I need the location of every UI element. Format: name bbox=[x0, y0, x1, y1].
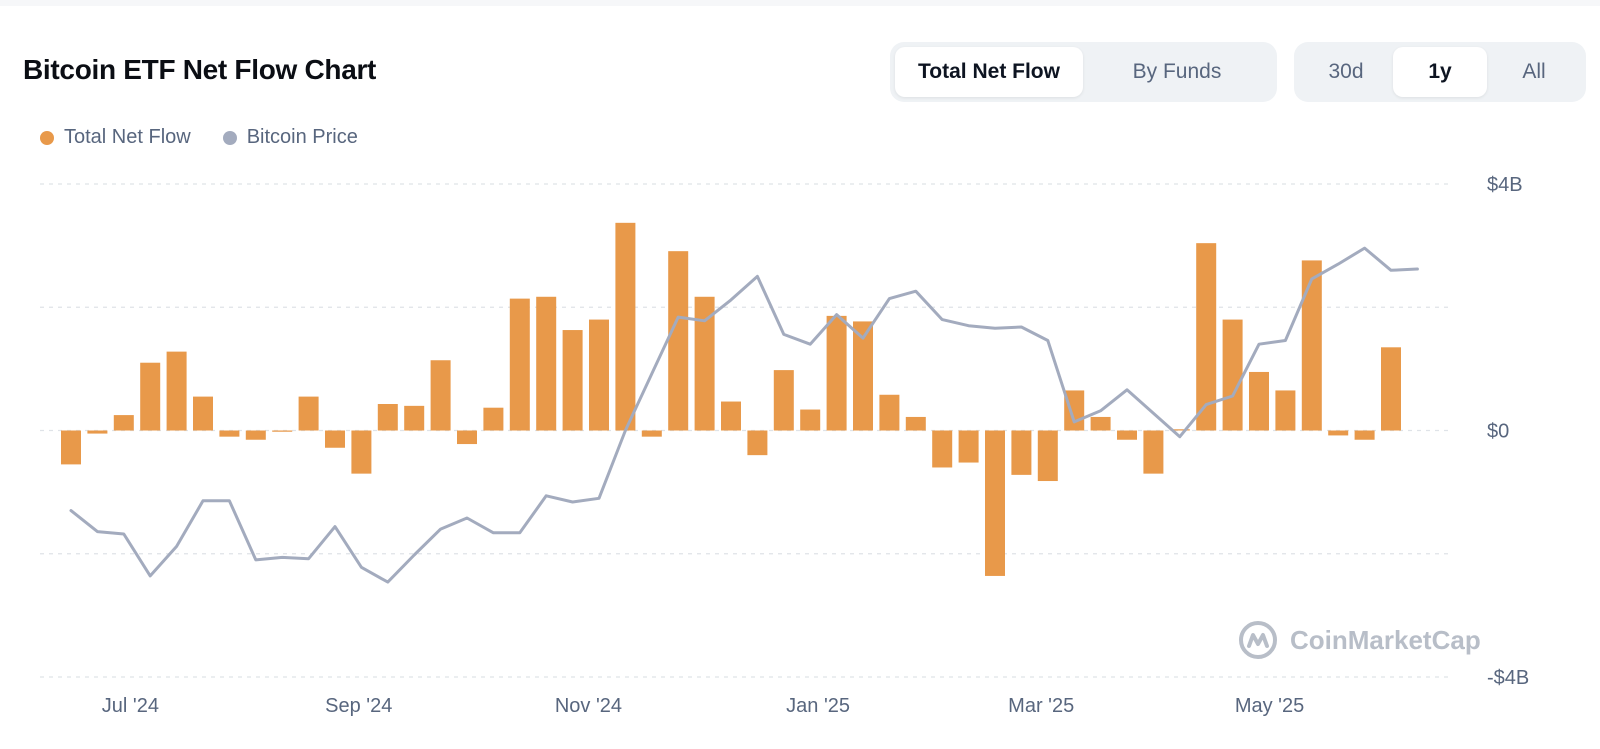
net-flow-bar bbox=[1011, 430, 1032, 475]
net-flow-bar bbox=[800, 409, 821, 431]
net-flow-bar bbox=[589, 319, 609, 431]
x-tick-label: Mar '25 bbox=[1008, 695, 1074, 717]
net-flow-bar bbox=[219, 430, 240, 437]
net-flow-bar bbox=[1354, 430, 1375, 440]
net-flow-bar bbox=[1222, 319, 1243, 431]
net-flow-bar bbox=[245, 430, 266, 440]
net-flow-bar bbox=[773, 370, 794, 431]
net-flow-bar bbox=[1143, 430, 1164, 474]
net-flow-bar bbox=[457, 430, 477, 445]
bitcoin-price-line bbox=[69, 246, 1419, 584]
coinmarketcap-logo-icon bbox=[1239, 621, 1277, 659]
x-axis-ticks: Jul '24 Sep '24 Nov '24 Jan '25 Mar '25 May '… bbox=[102, 695, 1304, 717]
net-flow-bar bbox=[298, 396, 319, 431]
y-tick-label: $0 bbox=[1487, 421, 1509, 443]
net-flow-bar bbox=[1275, 390, 1296, 431]
net-flow-bar bbox=[351, 430, 372, 474]
net-flow-bar bbox=[879, 394, 900, 431]
net-flow-bar bbox=[325, 430, 345, 448]
legend-label-net-flow: Total Net Flow bbox=[64, 126, 191, 148]
net-flow-bar bbox=[694, 296, 715, 431]
legend-label-price: Bitcoin Price bbox=[246, 126, 358, 148]
net-flow-bar bbox=[853, 321, 873, 431]
net-flow-bar bbox=[272, 430, 293, 432]
legend-item-total-net-flow[interactable]: Total Net Flow bbox=[40, 126, 191, 149]
net-flow-bar bbox=[166, 351, 187, 431]
x-tick-label: May '25 bbox=[1235, 695, 1304, 717]
net-flow-bar bbox=[1117, 430, 1137, 440]
net-flow-bar bbox=[747, 430, 768, 456]
net-flow-bar bbox=[87, 430, 108, 434]
net-flow-bar bbox=[1169, 429, 1190, 431]
range-toggle: 30d 1y All bbox=[1294, 42, 1586, 102]
net-flow-bar bbox=[721, 401, 741, 431]
x-tick-label: Jul '24 bbox=[102, 695, 159, 717]
net-flow-bar bbox=[536, 296, 557, 431]
net-flow-bar bbox=[193, 396, 213, 431]
net-flow-bar bbox=[641, 430, 662, 437]
net-flow-bar bbox=[1037, 430, 1058, 482]
net-flow-bar bbox=[509, 298, 530, 431]
net-flow-bar bbox=[404, 405, 425, 431]
chart-title: Bitcoin ETF Net Flow Chart bbox=[23, 54, 377, 85]
net-flow-bar bbox=[958, 430, 979, 463]
range-1y-button[interactable]: 1y bbox=[1393, 47, 1487, 97]
net-flow-bar bbox=[483, 407, 504, 431]
net-flow-bar bbox=[377, 404, 398, 431]
watermark: CoinMarketCap bbox=[1238, 620, 1481, 660]
range-all-button[interactable]: All bbox=[1522, 60, 1546, 83]
range-30d-button[interactable]: 30d bbox=[1328, 60, 1364, 83]
price-line-layer bbox=[69, 246, 1419, 584]
y-axis-ticks: $4B $0 -$4B bbox=[1487, 174, 1529, 689]
chart-legend: Total Net Flow Bitcoin Price bbox=[40, 126, 358, 149]
net-flow-bar bbox=[615, 222, 636, 431]
top-strip bbox=[0, 0, 1600, 6]
net-flow-bar bbox=[1090, 416, 1111, 431]
net-flow-bar bbox=[140, 362, 161, 431]
net-flow-bar bbox=[1381, 347, 1401, 431]
net-flow-bar bbox=[430, 360, 451, 431]
grid-lines bbox=[40, 183, 1452, 678]
net-flow-bar bbox=[61, 430, 81, 465]
net-flow-bar bbox=[1301, 260, 1322, 431]
net-flow-bar bbox=[1196, 243, 1217, 431]
y-tick-label: $4B bbox=[1487, 174, 1523, 196]
legend-dot-price bbox=[222, 130, 237, 145]
net-flow-bar bbox=[905, 416, 926, 431]
x-tick-label: Sep '24 bbox=[325, 695, 392, 717]
x-tick-label: Nov '24 bbox=[555, 695, 622, 717]
x-tick-label: Jan '25 bbox=[786, 695, 850, 717]
net-flow-bar bbox=[1328, 430, 1349, 436]
total-net-flow-tab[interactable]: Total Net Flow bbox=[895, 47, 1083, 97]
by-funds-tab[interactable]: By Funds bbox=[1132, 60, 1222, 83]
net-flow-bar bbox=[932, 430, 953, 468]
net-flow-bars bbox=[61, 222, 1401, 576]
net-flow-bar bbox=[985, 430, 1005, 576]
legend-item-bitcoin-price[interactable]: Bitcoin Price bbox=[222, 126, 358, 149]
net-flow-bar bbox=[1249, 371, 1269, 431]
net-flow-bar bbox=[562, 330, 583, 431]
net-flow-bar bbox=[826, 315, 847, 431]
legend-dot-net-flow bbox=[40, 130, 54, 145]
view-toggle: Total Net Flow By Funds bbox=[890, 42, 1277, 102]
net-flow-bar bbox=[668, 251, 689, 431]
y-tick-label: -$4B bbox=[1487, 667, 1529, 689]
net-flow-bar bbox=[113, 415, 134, 431]
watermark-text: CoinMarketCap bbox=[1290, 624, 1481, 655]
